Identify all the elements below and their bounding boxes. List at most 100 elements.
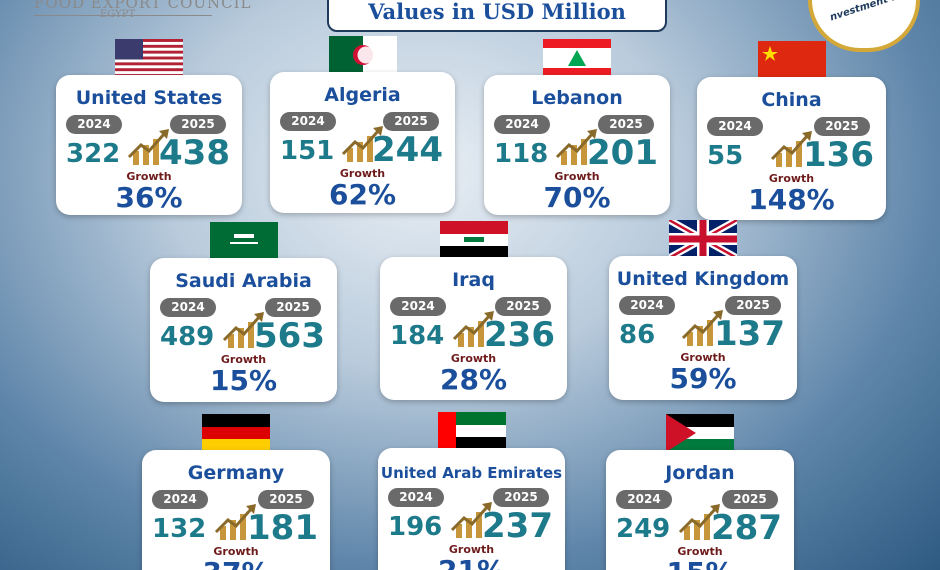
flag [666, 414, 734, 452]
growth-label: Growth [768, 172, 815, 185]
council-name: FOOD EXPORT COUNCIL [34, 0, 252, 12]
icon-wrap [452, 309, 496, 353]
year-label: 2025 [265, 298, 321, 317]
growth-label: Growth [448, 543, 495, 556]
flag-image [209, 222, 278, 260]
growth-value: 62% [328, 178, 397, 211]
flag-image [202, 414, 270, 452]
country-card: Iraq 2024 2025 184 236 Growth 28% [380, 257, 567, 400]
year-label: 2024 [280, 112, 336, 131]
value-2025: 563 [254, 316, 325, 356]
country-card: Jordan 2024 2025 249 287Growth15% [606, 450, 794, 570]
growth-value: 28% [439, 363, 508, 396]
value-2024: 86 [619, 320, 656, 350]
flag-image [666, 414, 734, 452]
flag [439, 221, 508, 259]
growth-value: 21% [378, 554, 565, 570]
country-name: Saudi Arabia [175, 270, 312, 292]
country-card: Algeria 2024 2025 151 244 Growth 62% [270, 72, 455, 213]
value-2025: 438 [159, 133, 230, 173]
country-name: United States [75, 87, 223, 109]
flag-image [543, 39, 611, 77]
growth-icon [341, 126, 383, 162]
growth-value: 37% [142, 556, 330, 570]
country-name: China [761, 89, 822, 111]
growth-value: 36% [115, 181, 183, 214]
value-2025: 136 [803, 135, 874, 175]
icon-wrap [341, 124, 385, 168]
growth-label: Growth [213, 545, 259, 558]
growth-icon [452, 311, 494, 347]
icon-wrap [770, 129, 814, 173]
value-2024: 249 [616, 514, 671, 544]
growth-icon [450, 502, 492, 538]
year-label: 2025 [495, 297, 551, 316]
value-2025: 181 [247, 508, 318, 548]
growth-label: Growth [554, 170, 600, 183]
year-label: 2024 [619, 296, 675, 315]
year-label: 2025 [170, 115, 226, 134]
flag-image [439, 221, 508, 259]
flag [202, 414, 270, 452]
icon-wrap [678, 502, 722, 546]
flag-image [115, 39, 183, 78]
icon-wrap [681, 308, 725, 352]
year-label: 2025 [258, 490, 314, 509]
icon-wrap [222, 310, 266, 354]
country-card: United States 2024 2025 322 438 Growth 36% [56, 75, 242, 215]
value-2025: 201 [587, 133, 658, 173]
growth-value: 15% [209, 364, 278, 397]
value-2024: 132 [152, 514, 207, 544]
country-card: Saudi Arabia 2024 2025 489 563 Growth 15% [150, 258, 337, 402]
country-name: Lebanon [531, 87, 623, 109]
rule [34, 15, 212, 16]
country-name: United Kingdom [616, 268, 790, 290]
growth-icon [127, 129, 169, 165]
flag [209, 222, 278, 260]
value-2024: 55 [707, 141, 744, 171]
icon-wrap [214, 502, 258, 546]
country-name: United Arab Emirates [380, 464, 563, 482]
value-2025: 287 [711, 508, 782, 548]
growth-label: Growth [220, 353, 267, 366]
country-card: United Kingdom 2024 2025 86 137 Growth 59% [609, 256, 797, 400]
year-label: 2025 [814, 117, 870, 136]
growth-value: 59% [669, 362, 737, 395]
year-label: 2024 [616, 490, 672, 509]
flag [437, 412, 506, 450]
flag [115, 39, 183, 78]
growth-value: 70% [543, 181, 611, 214]
year-label: 2025 [493, 488, 549, 507]
growth-value: 148% [748, 183, 835, 216]
country: EGYPT [100, 9, 136, 20]
growth-label: Growth [126, 170, 172, 183]
year-label: 2024 [66, 115, 122, 134]
value-2024: 196 [388, 512, 443, 542]
growth-value: 15% [606, 556, 794, 570]
flag-image [437, 412, 506, 450]
flag-image [667, 216, 739, 262]
value-2024: 151 [280, 136, 335, 166]
year-label: 2024 [388, 488, 444, 507]
value-2025: 236 [484, 315, 555, 355]
year-label: 2024 [160, 298, 216, 317]
country-name: Iraq [452, 269, 495, 291]
flag [328, 36, 397, 74]
country-name: Germany [187, 462, 285, 484]
country-name: Jordan [665, 462, 735, 484]
country-card: Germany 2024 2025 132 181Growth37% [142, 450, 330, 570]
icon-wrap [555, 127, 599, 171]
growth-icon [222, 312, 264, 348]
growth-icon [555, 129, 597, 165]
growth-icon [681, 310, 723, 346]
value-2024: 184 [390, 321, 445, 351]
flag-image [328, 36, 397, 74]
value-2024: 489 [160, 322, 215, 352]
flag [757, 41, 826, 79]
icon-wrap [450, 500, 494, 544]
country-card: China 2024 2025 55 136 Growth 148% [697, 77, 886, 220]
growth-label: Growth [677, 545, 723, 558]
year-label: 2024 [707, 117, 763, 136]
growth-icon [214, 504, 256, 540]
